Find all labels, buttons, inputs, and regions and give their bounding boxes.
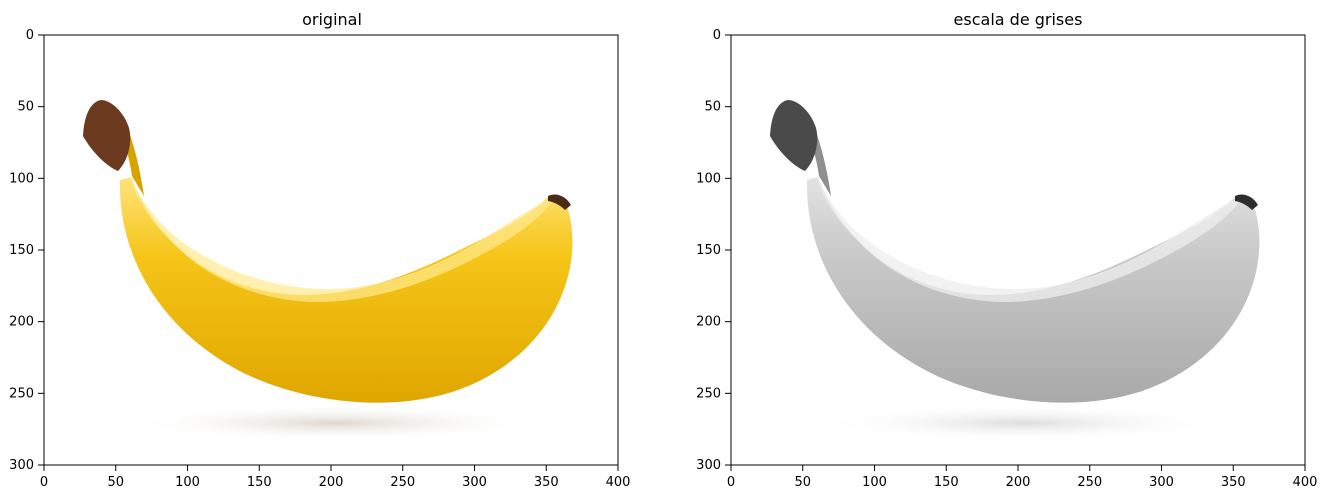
panel-title-original: original [302,10,362,29]
y-tick-label-grayscale: 100 [696,171,721,186]
x-tick-label-grayscale: 300 [1149,475,1174,490]
banana-tip-grayscale [1235,194,1258,210]
x-tick-label-grayscale: 150 [934,475,959,490]
y-tick-label-grayscale: 300 [696,458,721,473]
x-tick-label-original: 50 [107,475,124,490]
y-tick-label-grayscale: 50 [704,100,721,115]
x-tick-label-grayscale: 350 [1221,475,1246,490]
y-tick-label-original: 200 [9,315,34,330]
y-tick-label-grayscale: 150 [696,243,721,258]
x-tick-label-grayscale: 250 [1077,475,1102,490]
y-tick-label-original: 250 [9,386,34,401]
x-tick-label-original: 350 [534,475,559,490]
banana-shadow-grayscale [817,405,1227,441]
y-tick-label-original: 0 [26,28,34,43]
x-tick-label-grayscale: 400 [1293,475,1318,490]
banana-stem-original [83,100,131,171]
x-tick-label-grayscale: 100 [862,475,887,490]
y-tick-label-grayscale: 250 [696,386,721,401]
x-axis-original: 0 50 100 150 200 250 300 350 400 [40,464,631,490]
banana-image-original [83,100,573,441]
y-tick-label-original: 100 [9,171,34,186]
banana-neck-original [107,107,144,196]
banana-tip-original [548,194,571,210]
y-tick-label-grayscale: 200 [696,315,721,330]
panel-title-grayscale: escala de grises [954,10,1083,29]
x-tick-label-original: 400 [606,475,631,490]
x-tick-label-original: 100 [175,475,200,490]
x-tick-label-grayscale: 200 [1006,475,1031,490]
banana-stem-grayscale [770,100,818,171]
x-tick-label-original: 300 [462,475,487,490]
x-tick-label-original: 250 [390,475,415,490]
y-tick-label-original: 50 [17,100,34,115]
x-tick-label-original: 200 [319,475,344,490]
x-tick-label-grayscale: 50 [794,475,811,490]
y-axis-grayscale: 0 50 100 150 200 250 300 [696,28,732,473]
x-axis-grayscale: 0 50 100 150 200 250 300 350 400 [727,464,1318,490]
x-tick-label-grayscale: 0 [727,475,735,490]
banana-peel-grayscale [806,177,1260,403]
y-tick-label-grayscale: 0 [713,28,721,43]
banana-shadow-original [130,405,540,441]
panel-original: original 0 50 100 150 200 250 300 350 400 0 50 100… [9,10,630,490]
y-tick-label-original: 150 [9,243,34,258]
y-axis-original: 0 50 100 150 200 250 300 [9,28,45,473]
banana-image-grayscale [770,100,1260,441]
panel-grayscale: escala de grises 0 50 100 150 200 250 300 350 40… [696,10,1317,490]
banana-neck-grayscale [794,107,831,196]
x-tick-label-original: 0 [40,475,48,490]
y-tick-label-original: 300 [9,458,34,473]
banana-peel-original [119,177,573,403]
x-tick-label-original: 150 [247,475,272,490]
